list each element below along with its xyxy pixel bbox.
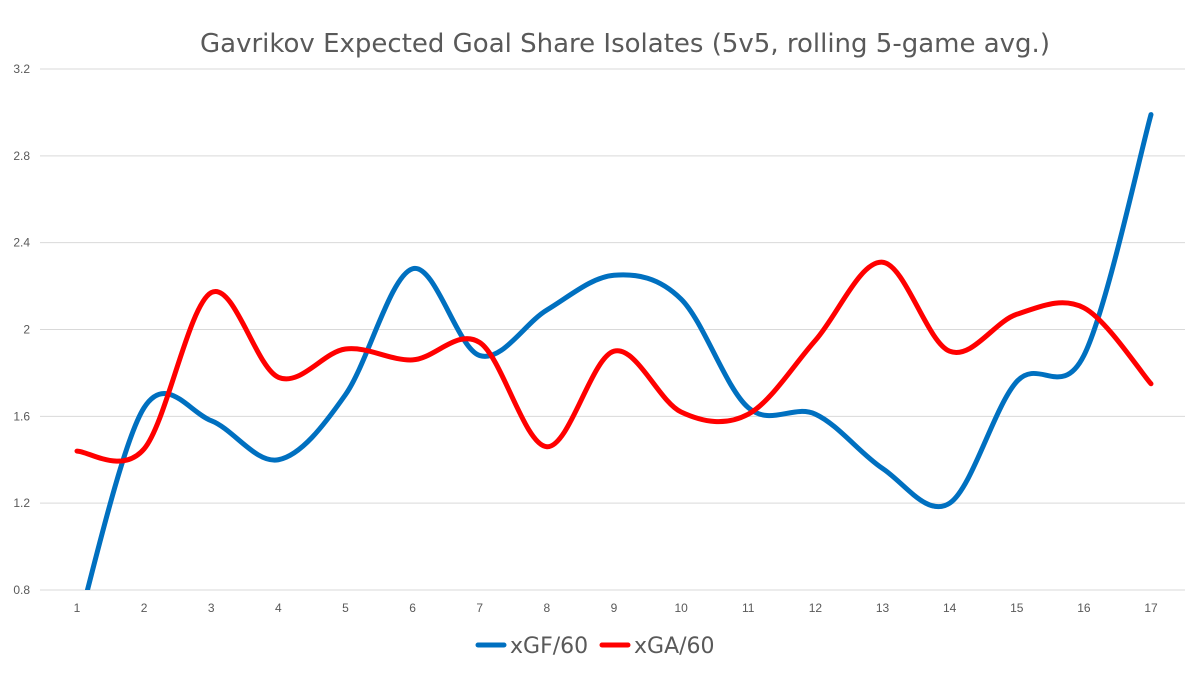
- y-axis-ticks: 0.8 1.2 1.6 2 2.4 2.8 3.2: [13, 62, 30, 597]
- y-tick-label: 2: [23, 323, 30, 337]
- series-line-xga: [74, 259, 1154, 464]
- y-tick-label: 1.6: [13, 409, 30, 423]
- x-tick-label: 16: [1077, 601, 1091, 615]
- chart-title: Gavrikov Expected Goal Share Isolates (5…: [200, 29, 1050, 59]
- y-tick-label: 0.8: [13, 583, 30, 597]
- x-tick-label: 14: [943, 601, 957, 615]
- x-tick-label: 15: [1010, 601, 1024, 615]
- x-tick-label: 7: [476, 601, 483, 615]
- x-tick-label: 4: [275, 601, 282, 615]
- x-tick-label: 3: [208, 601, 215, 615]
- x-tick-label: 11: [742, 601, 755, 615]
- series-line-xgf: [84, 112, 1154, 590]
- y-tick-label: 2.8: [13, 149, 30, 163]
- legend-label: xGF/60: [510, 634, 588, 659]
- x-tick-label: 13: [876, 601, 890, 615]
- legend: xGF/60 xGA/60: [475, 634, 715, 659]
- x-tick-label: 5: [342, 601, 349, 615]
- x-tick-label: 17: [1144, 601, 1158, 615]
- x-tick-label: 10: [674, 601, 688, 615]
- x-tick-label: 2: [141, 601, 148, 615]
- x-tick-label: 12: [809, 601, 823, 615]
- x-axis-ticks: 1 2 3 4 5 6 7 8 9 10 11 12 13 14 15 16 17: [74, 601, 1158, 615]
- y-tick-label: 3.2: [13, 62, 30, 76]
- y-tick-label: 2.4: [13, 236, 30, 250]
- y-tick-label: 1.2: [13, 496, 30, 510]
- legend-label: xGA/60: [634, 634, 715, 659]
- x-tick-label: 8: [544, 601, 551, 615]
- series-lines: [74, 112, 1154, 590]
- x-tick-label: 6: [409, 601, 416, 615]
- gridlines: [40, 68, 1185, 591]
- x-tick-label: 9: [611, 601, 618, 615]
- x-tick-label: 1: [74, 601, 81, 615]
